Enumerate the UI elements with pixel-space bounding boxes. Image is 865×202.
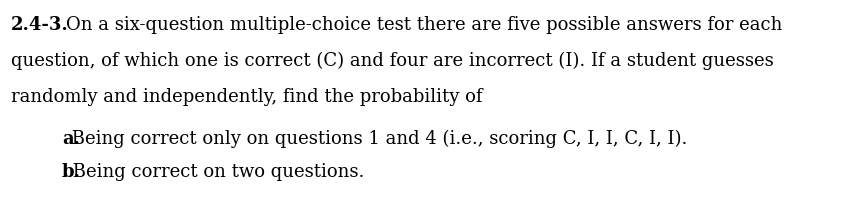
Text: a.: a. [62, 129, 80, 147]
Text: On a six-question multiple-choice test there are five possible answers for each: On a six-question multiple-choice test t… [67, 16, 783, 34]
Text: Being correct on two questions.: Being correct on two questions. [67, 162, 364, 180]
Text: Being correct only on questions 1 and 4 (i.e., scoring C, I, I, C, I, I).: Being correct only on questions 1 and 4 … [66, 129, 688, 147]
Text: question, of which one is correct (C) and four are incorrect (I). If a student g: question, of which one is correct (C) an… [11, 52, 774, 70]
Text: randomly and independently, find the probability of: randomly and independently, find the pro… [11, 87, 483, 105]
Text: 2.4-3.: 2.4-3. [11, 16, 68, 34]
Text: b.: b. [62, 162, 81, 180]
